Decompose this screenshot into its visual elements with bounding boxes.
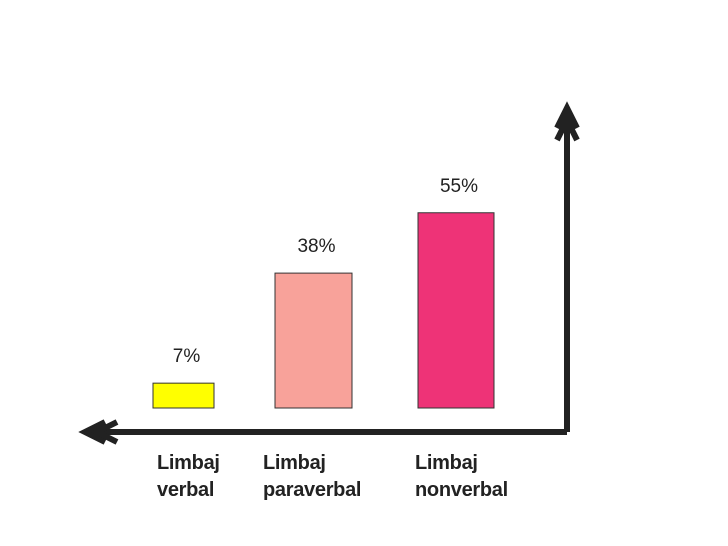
x-tick-label: Limbaj paraverbal xyxy=(263,452,362,501)
value-label: 38% xyxy=(297,236,335,257)
y-arrow xyxy=(554,101,580,130)
bar xyxy=(417,212,495,409)
x-tick-label: Limbaj nonverbal xyxy=(415,452,508,501)
bar xyxy=(274,272,353,409)
x-arrow xyxy=(90,419,119,445)
y-arrow xyxy=(554,113,580,142)
axes xyxy=(78,101,580,445)
value-label: 7% xyxy=(173,346,201,367)
x-arrow xyxy=(78,419,107,445)
x-tick-label: Limbaj verbal xyxy=(157,452,220,501)
bar xyxy=(152,382,215,409)
value-label: 55% xyxy=(440,176,478,197)
